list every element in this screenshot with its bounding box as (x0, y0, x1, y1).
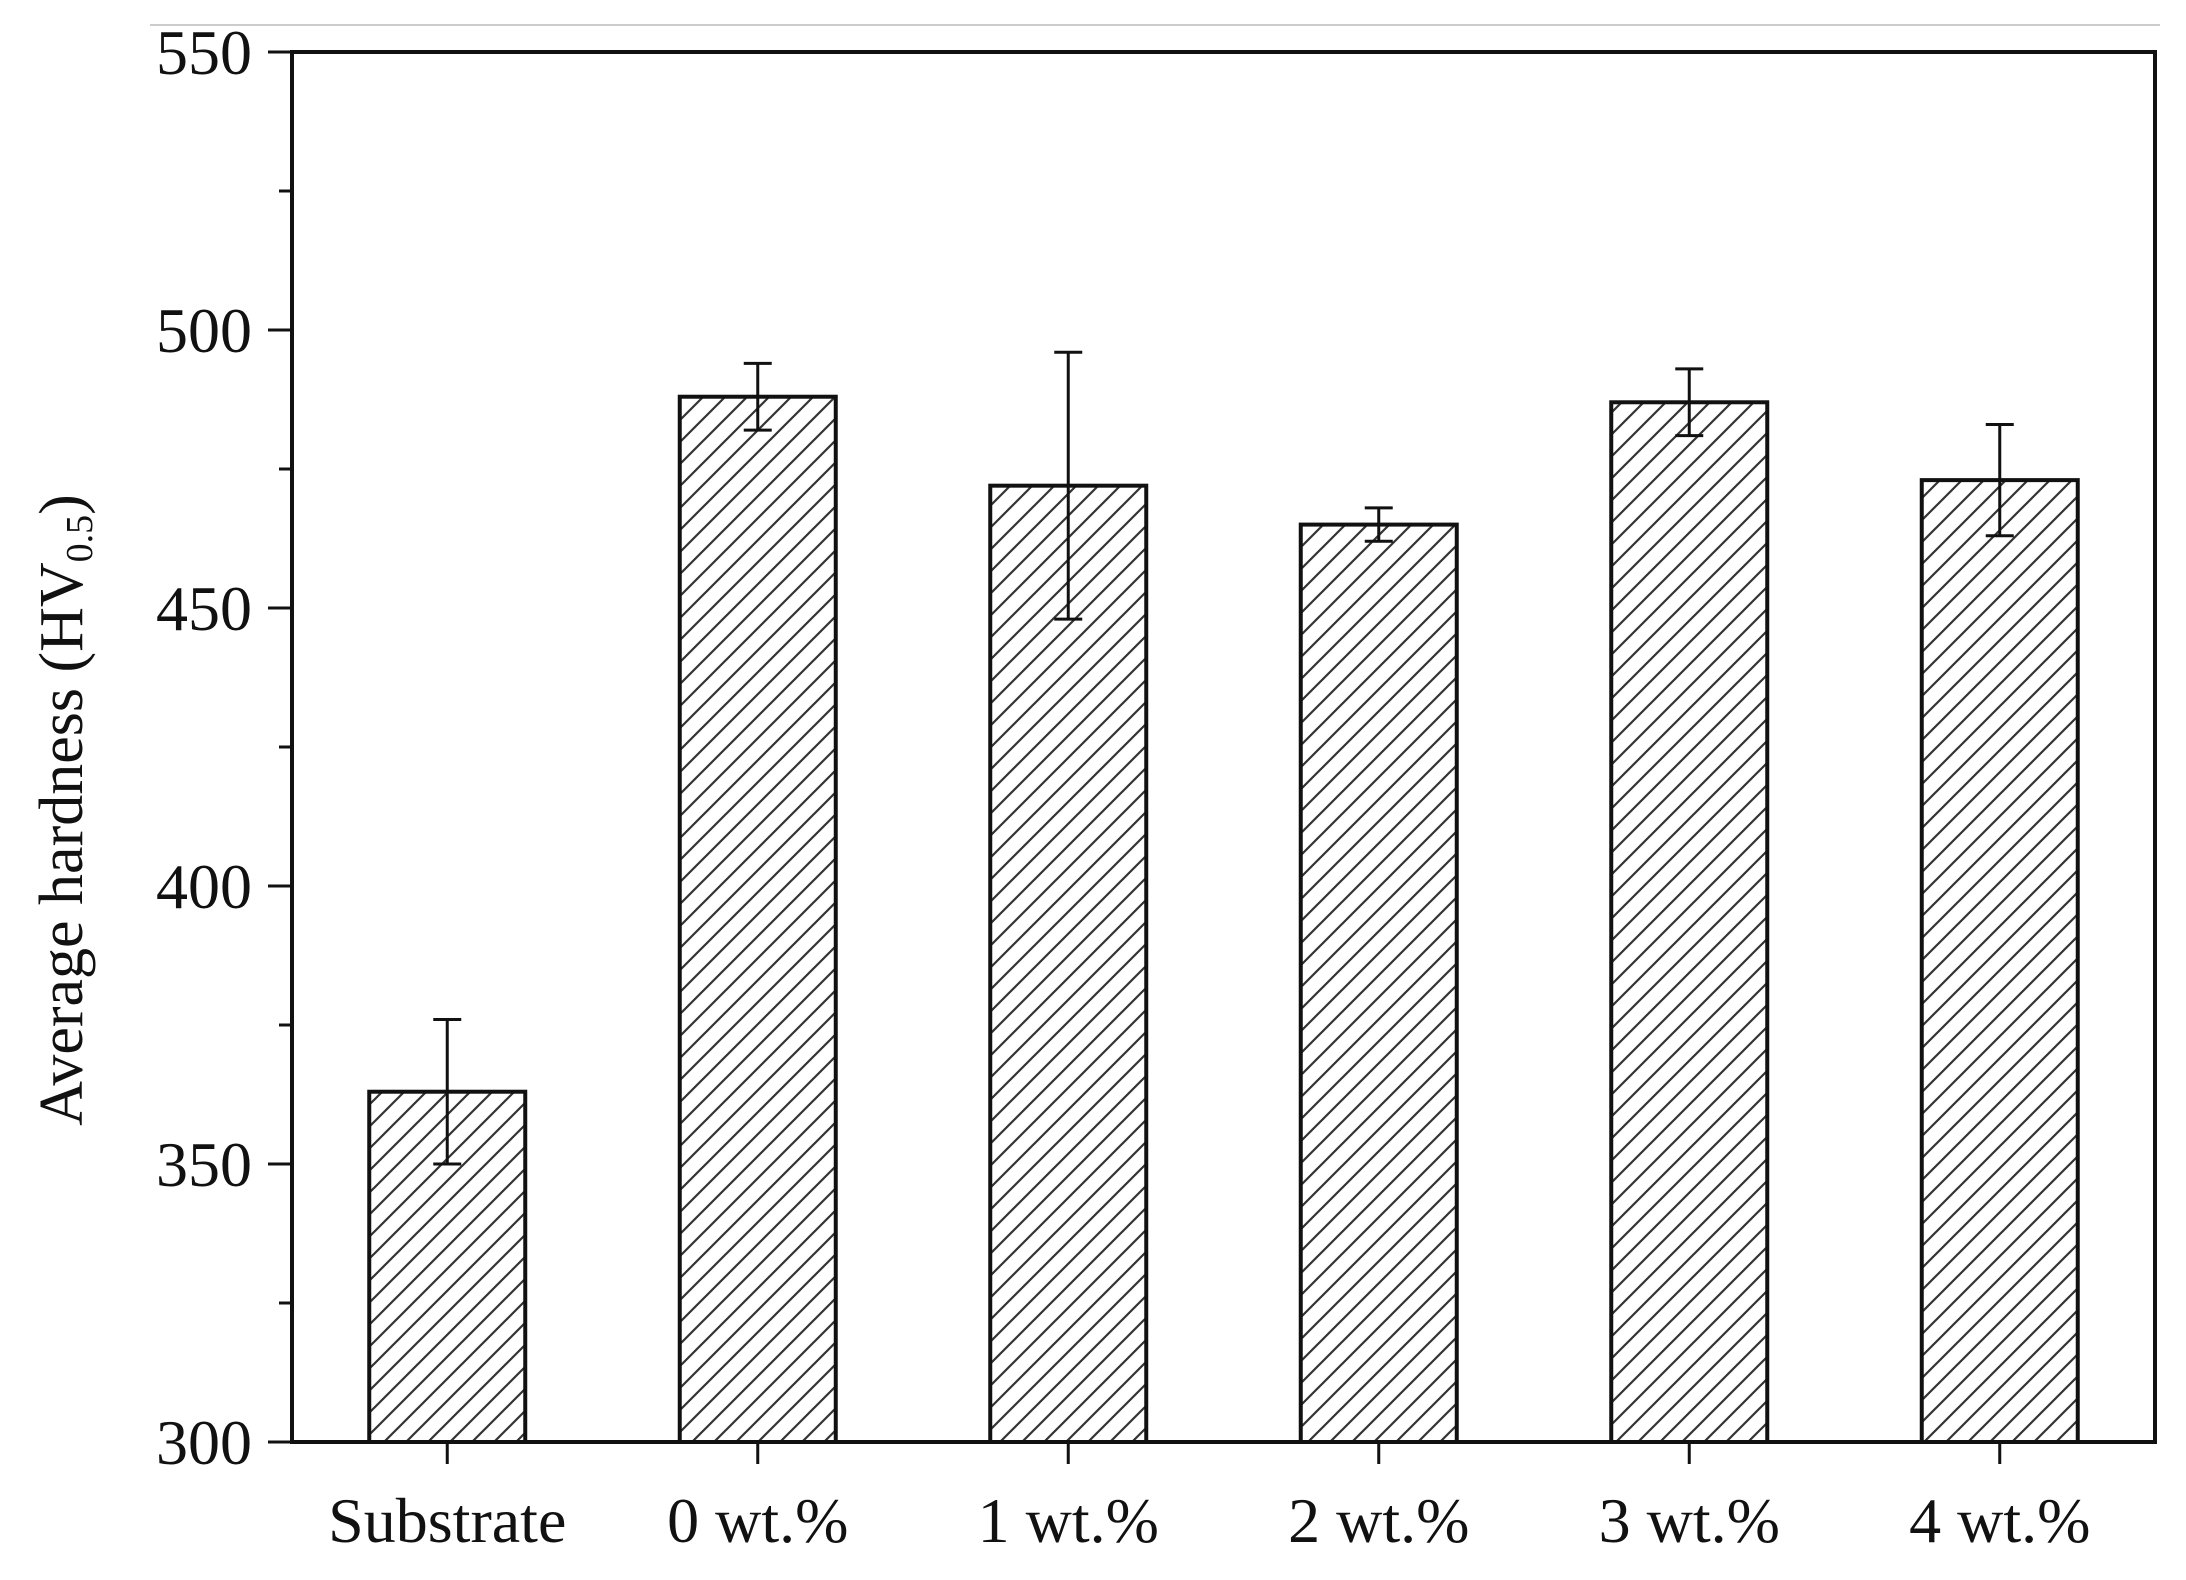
x-tick-label-6: 4 wt.% (1909, 1485, 2090, 1556)
y-axis-title-subscript: 0.5 (59, 515, 101, 563)
y-axis-title-main: Average hardness (HV (28, 562, 96, 1126)
x-tick-label-3: 1 wt.% (978, 1485, 1159, 1556)
y-tick-label-1: 300 (156, 1407, 252, 1478)
plot-frame (290, 50, 2157, 1444)
x-tick-label-2: 0 wt.% (667, 1485, 848, 1556)
y-axis-title: Average hardness (HV0.5) (28, 494, 101, 1126)
y-tick-label-4: 450 (156, 573, 252, 644)
bar-6 (1919, 478, 2080, 1444)
y-tick-label-3: 400 (156, 851, 252, 922)
y-tick-label-6: 550 (156, 17, 252, 88)
y-tick-label-5: 500 (156, 295, 252, 366)
bar-5 (1609, 400, 1770, 1444)
bar-4 (1298, 522, 1459, 1444)
y-axis-title-close: ) (28, 494, 96, 515)
x-tick-label-5: 3 wt.% (1599, 1485, 1780, 1556)
x-tick-label-1: Substrate (328, 1485, 566, 1556)
x-tick-label-4: 2 wt.% (1288, 1485, 1469, 1556)
bar-3 (988, 483, 1149, 1444)
y-tick-label-2: 350 (156, 1129, 252, 1200)
bar-2 (677, 394, 838, 1445)
